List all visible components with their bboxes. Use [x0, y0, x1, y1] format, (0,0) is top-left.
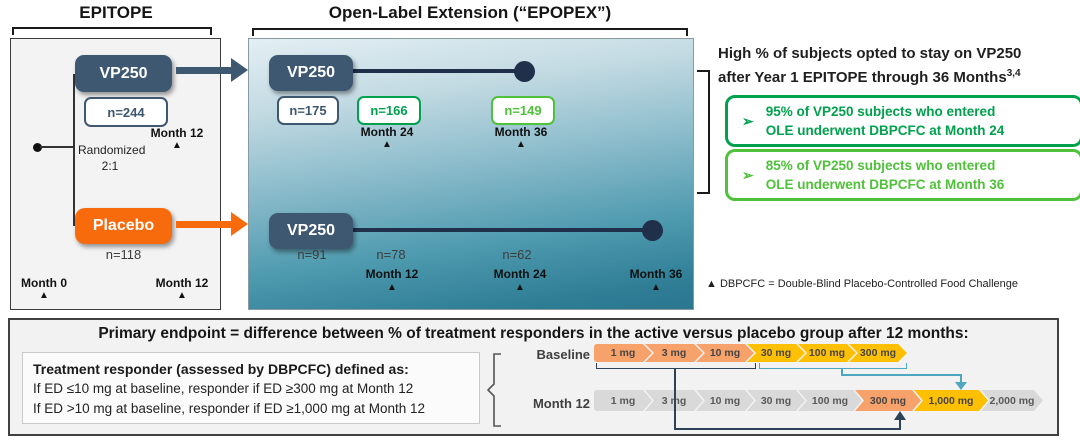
month12-dose-10mg: 10 mg — [696, 390, 754, 411]
epopex-row1-month24-label: Month 24 — [360, 125, 414, 139]
epitope-vp250-n: n=244 — [84, 97, 168, 127]
placebo-continue-arrowhead-icon — [231, 212, 248, 236]
low-ed-group-bracket — [596, 363, 756, 369]
epitope-month0-label: Month 0 — [21, 276, 67, 290]
month12-dose-1000mg: 1,000 mg — [914, 390, 988, 411]
baseline-dose-1mg: 1 mg — [594, 344, 652, 362]
arrow-down-1000mg-icon — [955, 382, 967, 390]
randomized-label: Randomized — [78, 143, 146, 157]
epopex-title: Open-Label Extension (“EPOPEX”) — [328, 3, 612, 22]
callout-month24-line2: OLE underwent DBPCFC at Month 24 — [765, 123, 1005, 138]
epitope-vp250-pill: VP250 — [75, 55, 172, 92]
baseline-dose-300mg: 300 mg — [849, 344, 907, 362]
month12-dose-300mg: 300 mg — [855, 390, 921, 411]
timepoint-marker-icon: ▲ — [177, 290, 187, 301]
epopex-row1-n175: n=175 — [277, 96, 339, 125]
dbpcfc-footnote: ▲ DBPCFC = Double-Blind Placebo-Controll… — [706, 278, 1019, 290]
high-ed-connector-dropper — [960, 374, 962, 383]
callout-month24-line1: 95% of VP250 subjects who entered — [765, 104, 996, 119]
timepoint-marker-icon: ▲ — [515, 282, 525, 293]
baseline-dose-10mg: 10 mg — [696, 344, 754, 362]
responder-definition-line1: If ED ≤10 mg at baseline, responder if E… — [33, 381, 414, 396]
enrollment-dot — [33, 143, 42, 152]
timepoint-marker-icon: ▲ — [39, 290, 49, 301]
high-ed-connector-hline — [841, 374, 962, 376]
primary-endpoint-panel: Primary endpoint = difference between % … — [8, 318, 1059, 436]
epitope-month12-bottom-label: Month 12 — [155, 276, 209, 290]
epopex-row2-month12-label: Month 12 — [365, 267, 419, 281]
month12-dose-ladder: 1 mg 3 mg 10 mg 30 mg 100 mg 300 mg 1,00… — [594, 390, 1043, 411]
epitope-title: EPITOPE — [79, 3, 153, 22]
epopex-row2-n62: n=62 — [502, 247, 532, 262]
low-ed-connector-riser — [899, 419, 901, 430]
epopex-panel: VP250 n=175 n=166 n=149 Month 24 ▲ Month… — [248, 38, 694, 310]
epopex-row2-n78: n=78 — [376, 247, 406, 262]
month12-dose-30mg: 30 mg — [747, 390, 805, 411]
baseline-dose-ladder: 1 mg 3 mg 10 mg 30 mg 100 mg 300 mg — [594, 344, 907, 362]
retention-headline: High % of subjects opted to stay on VP25… — [718, 44, 1070, 88]
tree-vline — [73, 74, 75, 226]
timepoint-marker-icon: ▲ — [387, 282, 397, 293]
baseline-dose-100mg: 100 mg — [798, 344, 856, 362]
baseline-row-label: Baseline — [536, 347, 590, 362]
epopex-row2-month36-label: Month 36 — [629, 267, 683, 281]
timepoint-marker-icon: ▲ — [382, 139, 392, 150]
ole-row2-endpoint-dot — [642, 220, 663, 241]
vp250-continue-arrowhead-icon — [231, 58, 248, 82]
epopex-row1-n166: n=166 — [357, 96, 421, 125]
epitope-month12-top-label: Month 12 — [150, 126, 204, 140]
high-ed-connector-vline — [841, 368, 843, 376]
epopex-bracket — [252, 28, 688, 36]
curly-brace-icon — [487, 353, 501, 427]
baseline-dose-3mg: 3 mg — [645, 344, 703, 362]
ole-row1-timeline — [349, 69, 517, 73]
headline-reference-superscript: 3,4 — [1006, 68, 1021, 79]
callout-month24: ➢ 95% of VP250 subjects who entered OLE … — [725, 95, 1080, 147]
placebo-continue-arrow — [176, 221, 231, 228]
epitope-panel: Randomized 2:1 VP250 n=244 Month 12 ▲ Pl… — [10, 38, 221, 310]
epitope-placebo-pill: Placebo — [75, 208, 172, 244]
randomized-ratio: 2:1 — [101, 159, 119, 173]
timepoint-marker-icon: ▲ — [172, 140, 182, 151]
high-ed-group-bracket — [759, 363, 907, 369]
timepoint-marker-icon: ▲ — [516, 139, 526, 150]
responder-definition-line2: If ED >10 mg at baseline, responder if E… — [33, 401, 426, 416]
retention-headline-line1: High % of subjects opted to stay on VP25… — [718, 45, 1022, 62]
responder-definition-box: Treatment responder (assessed by DBPCFC)… — [22, 352, 480, 424]
primary-endpoint-header: Primary endpoint = difference between % … — [98, 325, 969, 342]
arrow-bullet-icon: ➢ — [742, 112, 754, 129]
month12-row-label: Month 12 — [532, 396, 590, 411]
ole-row2-timeline — [349, 228, 649, 232]
baseline-dose-30mg: 30 mg — [747, 344, 805, 362]
retention-headline-line2: after Year 1 EPITOPE through 36 Months3,… — [718, 68, 1021, 86]
callout-month36-line2: OLE underwent DBPCFC at Month 36 — [765, 177, 1005, 192]
callout-month36-line1: 85% of VP250 subjects who entered — [765, 158, 996, 173]
epopex-row1-n149: n=149 — [491, 96, 555, 125]
epopex-row1-vp250-pill: VP250 — [269, 55, 353, 91]
callout-month36: ➢ 85% of VP250 subjects who entered OLE … — [725, 149, 1080, 201]
timepoint-marker-icon: ▲ — [651, 282, 661, 293]
epitope-placebo-n: n=118 — [105, 247, 142, 262]
responder-definition-title: Treatment responder (assessed by DBPCFC)… — [33, 361, 409, 377]
vp250-continue-arrow — [176, 67, 231, 74]
epopex-row1-month36-label: Month 36 — [494, 125, 548, 139]
low-ed-connector-hline — [674, 428, 901, 430]
tree-hline — [40, 146, 74, 148]
low-ed-connector-vline — [674, 368, 676, 430]
ole-right-bracket — [697, 70, 710, 194]
arrow-bullet-icon: ➢ — [742, 166, 754, 183]
month12-dose-1mg: 1 mg — [594, 390, 652, 411]
epopex-row2-vp250-pill: VP250 — [269, 213, 353, 249]
month12-dose-2000mg: 2,000 mg — [981, 390, 1043, 411]
month12-dose-100mg: 100 mg — [798, 390, 862, 411]
arrow-up-300mg-icon — [894, 411, 906, 420]
ole-row1-endpoint-dot — [514, 61, 535, 82]
epopex-row2-month24-label: Month 24 — [493, 267, 547, 281]
epitope-bracket — [12, 27, 212, 35]
epopex-row2-n91: n=91 — [297, 247, 327, 262]
